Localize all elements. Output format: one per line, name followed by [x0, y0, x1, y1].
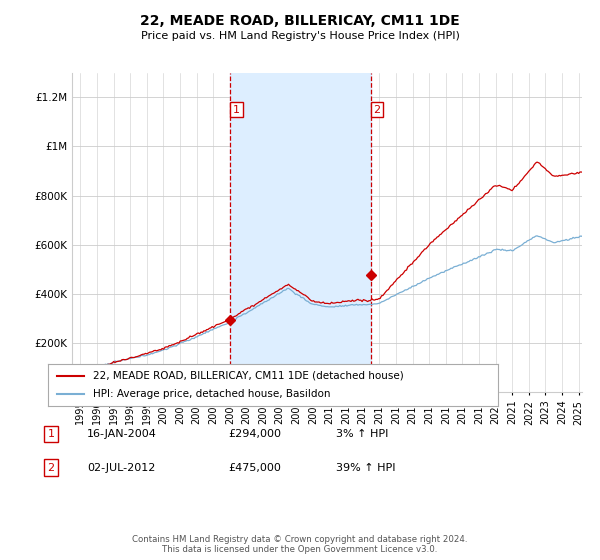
- Text: Contains HM Land Registry data © Crown copyright and database right 2024.
This d: Contains HM Land Registry data © Crown c…: [132, 535, 468, 554]
- Text: £475,000: £475,000: [228, 463, 281, 473]
- Text: 22, MEADE ROAD, BILLERICAY, CM11 1DE: 22, MEADE ROAD, BILLERICAY, CM11 1DE: [140, 14, 460, 28]
- Text: 39% ↑ HPI: 39% ↑ HPI: [336, 463, 395, 473]
- Text: 1: 1: [47, 429, 55, 439]
- Text: 16-JAN-2004: 16-JAN-2004: [87, 429, 157, 439]
- Text: 1: 1: [233, 105, 240, 115]
- Text: 3% ↑ HPI: 3% ↑ HPI: [336, 429, 388, 439]
- Text: 22, MEADE ROAD, BILLERICAY, CM11 1DE (detached house): 22, MEADE ROAD, BILLERICAY, CM11 1DE (de…: [93, 371, 404, 381]
- Text: HPI: Average price, detached house, Basildon: HPI: Average price, detached house, Basi…: [93, 389, 331, 399]
- Text: 2: 2: [47, 463, 55, 473]
- Bar: [230, 73, 371, 392]
- Text: 02-JUL-2012: 02-JUL-2012: [87, 463, 155, 473]
- Text: Price paid vs. HM Land Registry's House Price Index (HPI): Price paid vs. HM Land Registry's House …: [140, 31, 460, 41]
- Text: £294,000: £294,000: [228, 429, 281, 439]
- Text: 2: 2: [374, 105, 380, 115]
